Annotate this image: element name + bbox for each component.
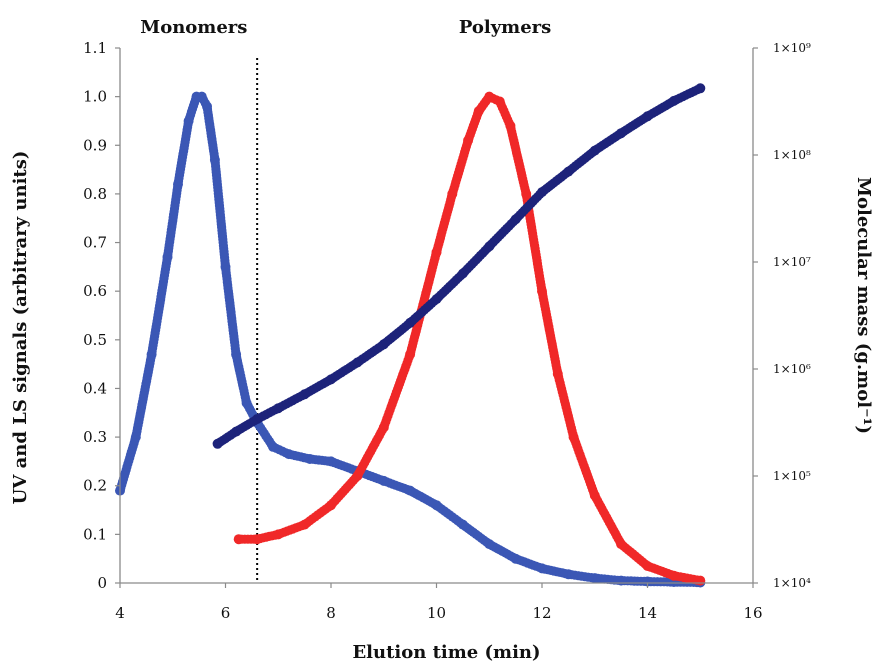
y-left-tick-label: 1.0	[83, 88, 107, 106]
y-axis-left-title: UV and LS signals (arbitrary units)	[10, 151, 31, 505]
annotation-polymers: Polymers	[459, 17, 551, 38]
y-left-tick-label: 0.3	[83, 428, 107, 446]
y-right-tick-label: 1×10⁸	[773, 148, 811, 162]
y-left-tick-label: 0.1	[83, 525, 107, 543]
y-left-tick-label: 0.6	[83, 282, 107, 300]
series-marker	[190, 95, 201, 105]
y-left-tick-label: 0.4	[83, 379, 107, 397]
x-tick-label: 8	[326, 604, 336, 622]
series-marker	[692, 85, 702, 95]
y-left-tick-label: 0.9	[83, 136, 107, 154]
y-right-tick-label: 1×10⁹	[773, 41, 811, 55]
series-3	[212, 83, 706, 449]
annotation-monomers: Monomers	[140, 17, 247, 38]
axes-layer: 4 6 8 10 12 14 16 0 0.1 0.2 0.3 0.4 0.5 0.6 0.7 0.8 0.9 1…	[83, 39, 811, 622]
x-axis-title: Elution time (min)	[352, 642, 540, 663]
x-tick-label: 16	[743, 604, 762, 622]
y-right-tick-label: 1×10⁷	[773, 255, 811, 269]
y-left-tick-label: 0.2	[83, 477, 107, 495]
series-marker	[639, 576, 649, 587]
label-layer: Elution time (min) UV and LS signals (ar…	[10, 17, 874, 663]
y-left-tick-label: 0.7	[83, 234, 107, 252]
y-axis-right-title: Molecular mass (g.mol⁻¹)	[853, 177, 874, 434]
y-right-tick-label: 1×10⁴	[773, 576, 811, 590]
y-right-tick-label: 1×10⁵	[773, 469, 811, 483]
y-left-tick-label: 0	[97, 574, 107, 592]
series-2	[233, 91, 706, 586]
x-tick-label: 14	[638, 604, 657, 622]
x-tick-label: 10	[427, 604, 446, 622]
x-tick-label: 6	[221, 604, 231, 622]
y-left-tick-label: 1.1	[83, 39, 107, 57]
y-left-tick-label: 0.5	[83, 331, 107, 349]
y-right-tick-label: 1×10⁶	[773, 362, 811, 376]
y-left-tick-label: 0.8	[83, 185, 107, 203]
series-marker	[692, 575, 702, 585]
series-layer	[115, 83, 706, 588]
x-tick-label: 12	[532, 604, 551, 622]
x-tick-label: 4	[115, 604, 125, 622]
